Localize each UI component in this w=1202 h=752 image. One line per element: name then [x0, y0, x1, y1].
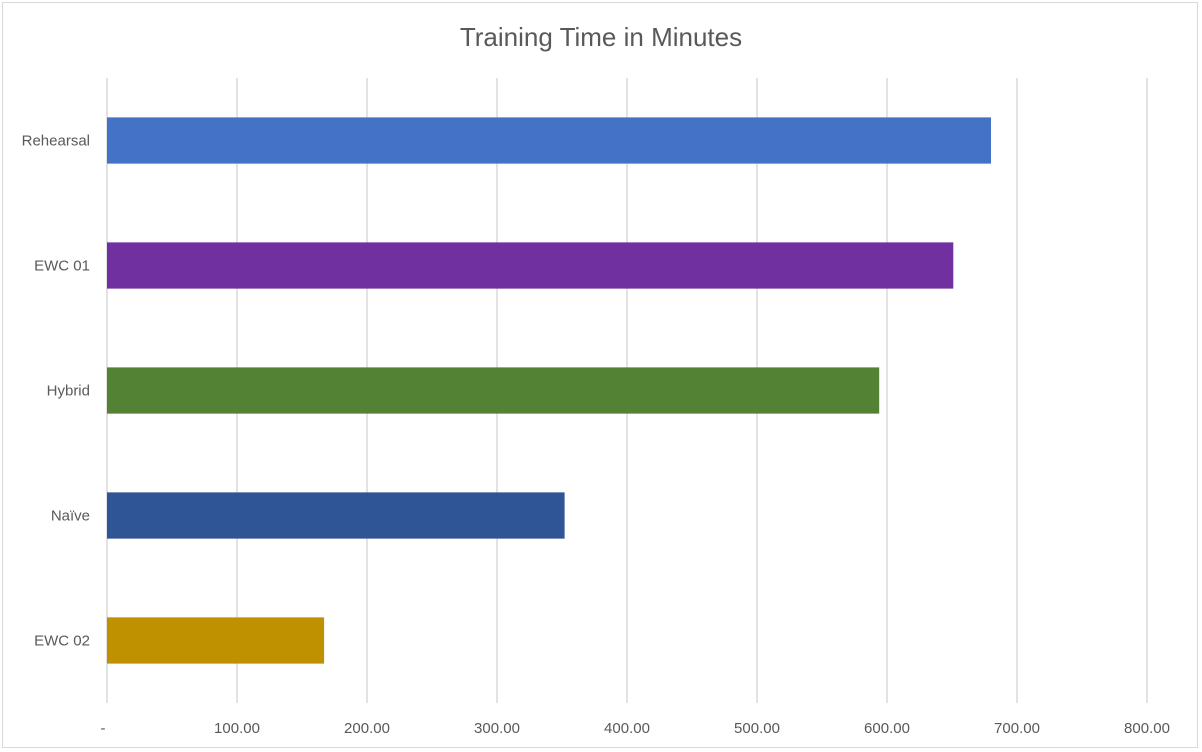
category-label: EWC 02	[34, 633, 90, 650]
x-tick-label: 600.00	[864, 720, 910, 737]
bar-na-ve	[107, 492, 565, 539]
category-label: Hybrid	[47, 383, 90, 400]
x-tick-label: 200.00	[344, 720, 390, 737]
x-tick-label: -	[101, 720, 106, 737]
bar-rehearsal	[107, 117, 991, 164]
x-tick-label: 800.00	[1124, 720, 1170, 737]
bar-ewc-02	[107, 617, 325, 664]
x-tick-labels: - 100.00 200.00 300.00 400.00 500.00 600.00 700…	[101, 720, 1170, 737]
x-tick-label: 100.00	[214, 720, 260, 737]
category-label: Naïve	[51, 508, 90, 525]
category-label: EWC 01	[34, 258, 90, 275]
category-labels: Rehearsal EWC 01 Hybrid Naïve EWC 02	[22, 133, 90, 650]
x-tick-label: 400.00	[604, 720, 650, 737]
bar-ewc-01	[107, 242, 954, 289]
x-tick-label: 300.00	[474, 720, 520, 737]
bars	[107, 117, 991, 664]
bar-hybrid	[107, 367, 880, 414]
chart-title: Training Time in Minutes	[460, 22, 742, 52]
category-label: Rehearsal	[22, 133, 90, 150]
x-tick-label: 500.00	[734, 720, 780, 737]
x-tick-label: 700.00	[994, 720, 1040, 737]
